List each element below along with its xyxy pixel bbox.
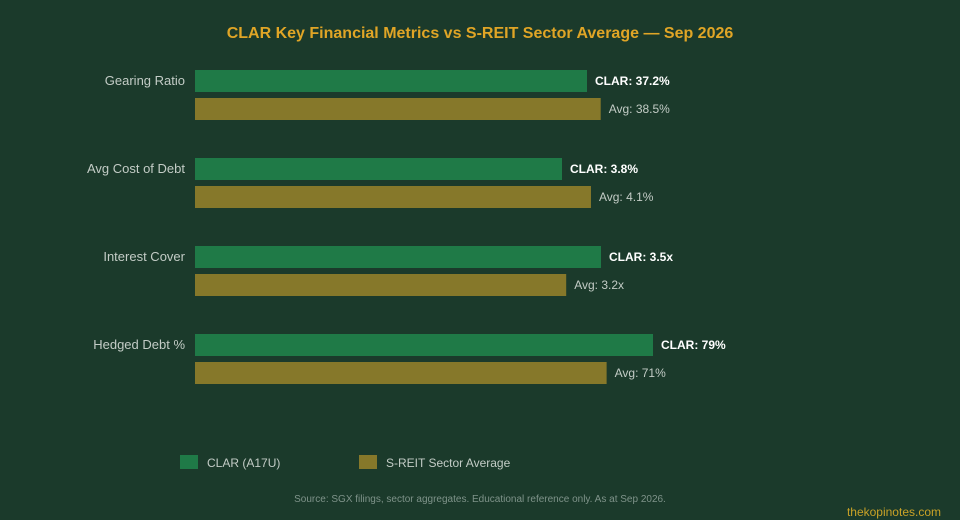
legend-swatch-clar: [180, 455, 198, 469]
bar-clar: [195, 334, 653, 356]
category-label: Gearing Ratio: [105, 73, 185, 88]
legend-label-clar: CLAR (A17U): [207, 456, 280, 470]
bar-sector-average: [195, 274, 567, 296]
data-label-clar: CLAR: 3.5x: [609, 250, 673, 264]
bar-clar: [195, 70, 587, 92]
data-label-sector-average: Avg: 38.5%: [609, 102, 670, 116]
bar-clar: [195, 158, 562, 180]
legend-label-sector-average: S-REIT Sector Average: [386, 456, 511, 470]
category-label: Avg Cost of Debt: [87, 161, 185, 176]
category-label: Interest Cover: [103, 249, 185, 264]
bar-sector-average: [195, 186, 591, 208]
data-label-sector-average: Avg: 3.2x: [574, 278, 624, 292]
bars-layer: Gearing Ratio CLAR: 37.2% Avg: 38.5% Avg Co…: [87, 70, 726, 384]
bar-clar: [195, 246, 601, 268]
watermark: thekopinotes.com: [847, 505, 941, 519]
source-note: Source: SGX filings, sector aggregates. …: [294, 494, 666, 505]
bar-sector-average: [195, 362, 607, 384]
data-label-clar: CLAR: 3.8%: [570, 162, 638, 176]
category-label: Hedged Debt %: [93, 337, 185, 352]
chart-title: CLAR Key Financial Metrics vs S-REIT Sec…: [227, 25, 734, 42]
bar-sector-average: [195, 98, 601, 120]
legend: CLAR (A17U) S-REIT Sector Average: [180, 455, 511, 470]
data-label-clar: CLAR: 79%: [661, 338, 726, 352]
data-label-clar: CLAR: 37.2%: [595, 74, 670, 88]
data-label-sector-average: Avg: 4.1%: [599, 190, 654, 204]
data-label-sector-average: Avg: 71%: [615, 366, 666, 380]
legend-swatch-sector-average: [359, 455, 377, 469]
